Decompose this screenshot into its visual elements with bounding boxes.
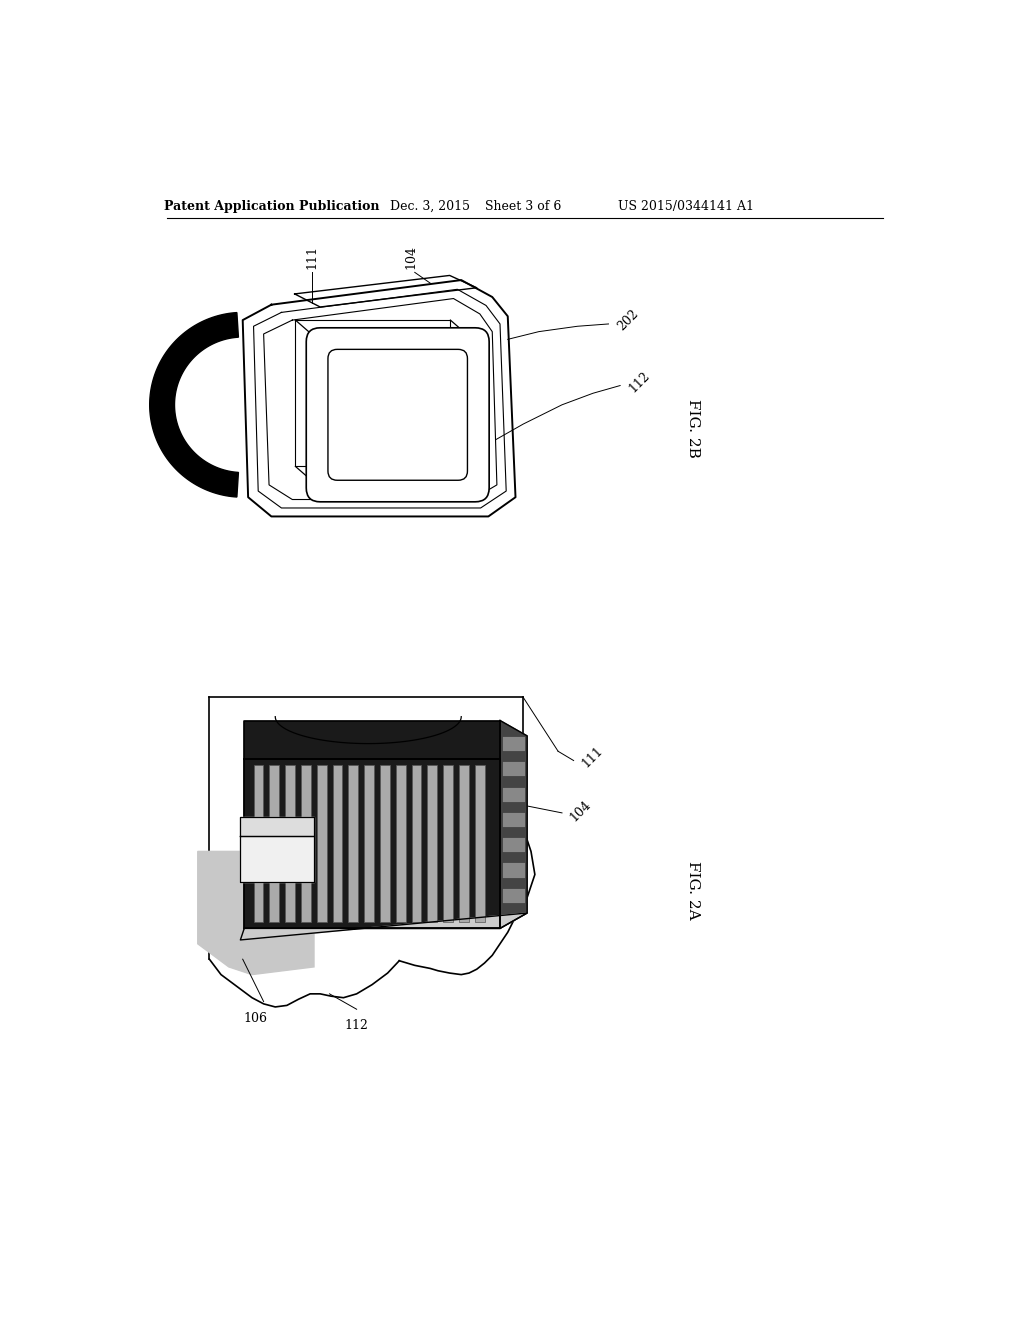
- Text: FIG. 2A: FIG. 2A: [686, 861, 700, 919]
- Text: 202: 202: [614, 308, 641, 333]
- Text: Dec. 3, 2015: Dec. 3, 2015: [390, 199, 470, 213]
- Bar: [427, 766, 437, 923]
- Bar: [503, 787, 524, 801]
- Text: FIG. 2B: FIG. 2B: [686, 399, 700, 457]
- Bar: [503, 862, 524, 878]
- Polygon shape: [245, 759, 500, 928]
- Bar: [396, 766, 406, 923]
- Polygon shape: [150, 313, 239, 498]
- Text: 112: 112: [345, 1019, 369, 1032]
- Bar: [503, 887, 524, 903]
- Bar: [380, 766, 390, 923]
- Polygon shape: [295, 276, 477, 308]
- Text: US 2015/0344141 A1: US 2015/0344141 A1: [618, 199, 754, 213]
- Bar: [412, 766, 422, 923]
- Text: Sheet 3 of 6: Sheet 3 of 6: [485, 199, 561, 213]
- FancyBboxPatch shape: [306, 327, 489, 502]
- Bar: [459, 766, 469, 923]
- Bar: [443, 766, 453, 923]
- Text: 111: 111: [305, 244, 318, 268]
- Bar: [316, 766, 327, 923]
- Bar: [254, 766, 263, 923]
- Bar: [503, 762, 524, 776]
- Bar: [285, 766, 295, 923]
- Bar: [269, 766, 280, 923]
- Bar: [503, 737, 524, 751]
- Bar: [365, 766, 374, 923]
- Polygon shape: [241, 913, 527, 940]
- Text: 104: 104: [404, 244, 418, 268]
- Bar: [503, 837, 524, 853]
- Bar: [333, 766, 342, 923]
- Text: 104: 104: [567, 799, 594, 825]
- Polygon shape: [245, 721, 500, 759]
- Bar: [475, 766, 484, 923]
- Polygon shape: [198, 851, 314, 974]
- Bar: [348, 766, 358, 923]
- Bar: [301, 766, 310, 923]
- Bar: [503, 812, 524, 826]
- Text: 112: 112: [627, 368, 652, 395]
- Text: Patent Application Publication: Patent Application Publication: [164, 199, 379, 213]
- Polygon shape: [241, 836, 314, 882]
- FancyBboxPatch shape: [328, 350, 467, 480]
- Text: 111: 111: [579, 744, 605, 771]
- Text: 106: 106: [244, 1011, 268, 1024]
- Polygon shape: [243, 280, 515, 516]
- Polygon shape: [500, 721, 527, 928]
- Polygon shape: [241, 817, 314, 836]
